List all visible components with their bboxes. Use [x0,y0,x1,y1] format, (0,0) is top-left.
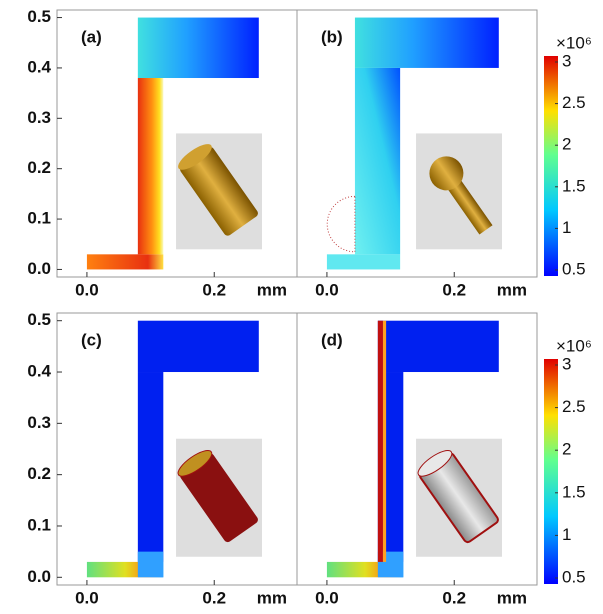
colorbar-multiplier: ×10⁶ [556,33,592,52]
x-tick-label: 0.2 [202,280,226,299]
field-region [383,321,386,562]
colorbar-tick-label: 0.5 [562,567,586,586]
colorbar [544,56,558,276]
x-tick-label: 0.0 [315,588,339,607]
y-tick-label: 0.4 [27,57,51,76]
x-tick-label: 0.0 [75,280,99,299]
panel-label: (b) [321,27,343,46]
colorbar-tick-label: 3 [562,51,571,70]
field-region [138,552,163,578]
y-tick-label: 0.5 [27,310,51,329]
x-unit: mm [257,280,287,299]
field-region [138,78,163,254]
y-tick-label: 0.3 [27,108,51,127]
y-tick-label: 0.2 [27,158,51,177]
colorbar-tick-label: 2.5 [562,397,586,416]
x-tick-label: 0.2 [202,588,226,607]
x-unit: mm [497,280,527,299]
panel-label: (a) [81,27,102,46]
x-unit: mm [497,588,527,607]
field-region [355,68,400,254]
colorbar [544,359,558,584]
panel-label: (c) [81,330,102,349]
colorbar-tick-label: 1 [562,218,571,237]
y-tick-label: 0.5 [27,7,51,26]
colorbar-multiplier: ×10⁶ [556,336,592,355]
field-region [378,321,499,372]
field-region [138,18,259,78]
colorbar-tick-label: 3 [562,354,571,373]
y-tick-label: 0.3 [27,413,51,432]
y-tick-label: 0.0 [27,567,51,586]
panel: (c) 0.0 0.1 0.2 0.3 0.4 0.5 0.0 0.2 mm [27,310,297,607]
y-tick-label: 0.1 [27,515,51,534]
field-region [327,254,400,269]
field-region [138,321,259,372]
x-tick-label: 0.0 [75,588,99,607]
x-tick-label: 0.0 [315,280,339,299]
figure: (a) 0.0 0.1 0.2 0.3 0.4 0.5 0.0 0.2 mm (b) 0.0 0.2 mm… [0,0,603,609]
field-region [138,372,163,562]
x-tick-label: 0.2 [442,280,466,299]
panel: (a) 0.0 0.1 0.2 0.3 0.4 0.5 0.0 0.2 mm [27,7,297,299]
field-region [87,254,163,269]
panel: (b) 0.0 0.2 mm ×10⁶ 0.5 1 1.5 2 2.5 3 [297,10,592,299]
colorbar-tick-label: 2.5 [562,93,586,112]
panel: (d) 0.0 0.2 mm ×10⁶ 0.5 1 1.5 2 2.5 3 [297,313,592,607]
field-region [355,18,499,68]
x-tick-label: 0.2 [442,588,466,607]
y-tick-label: 0.1 [27,209,51,228]
colorbar-tick-label: 0.5 [562,259,586,278]
panel-label: (d) [321,330,343,349]
y-tick-label: 0.0 [27,259,51,278]
y-tick-label: 0.2 [27,464,51,483]
field-region [378,321,383,562]
colorbar-tick-label: 1.5 [562,482,586,501]
colorbar-tick-label: 1.5 [562,176,586,195]
colorbar-tick-label: 1 [562,525,571,544]
colorbar-tick-label: 2 [562,440,571,459]
x-unit: mm [257,588,287,607]
y-tick-label: 0.4 [27,362,51,381]
colorbar-tick-label: 2 [562,135,571,154]
